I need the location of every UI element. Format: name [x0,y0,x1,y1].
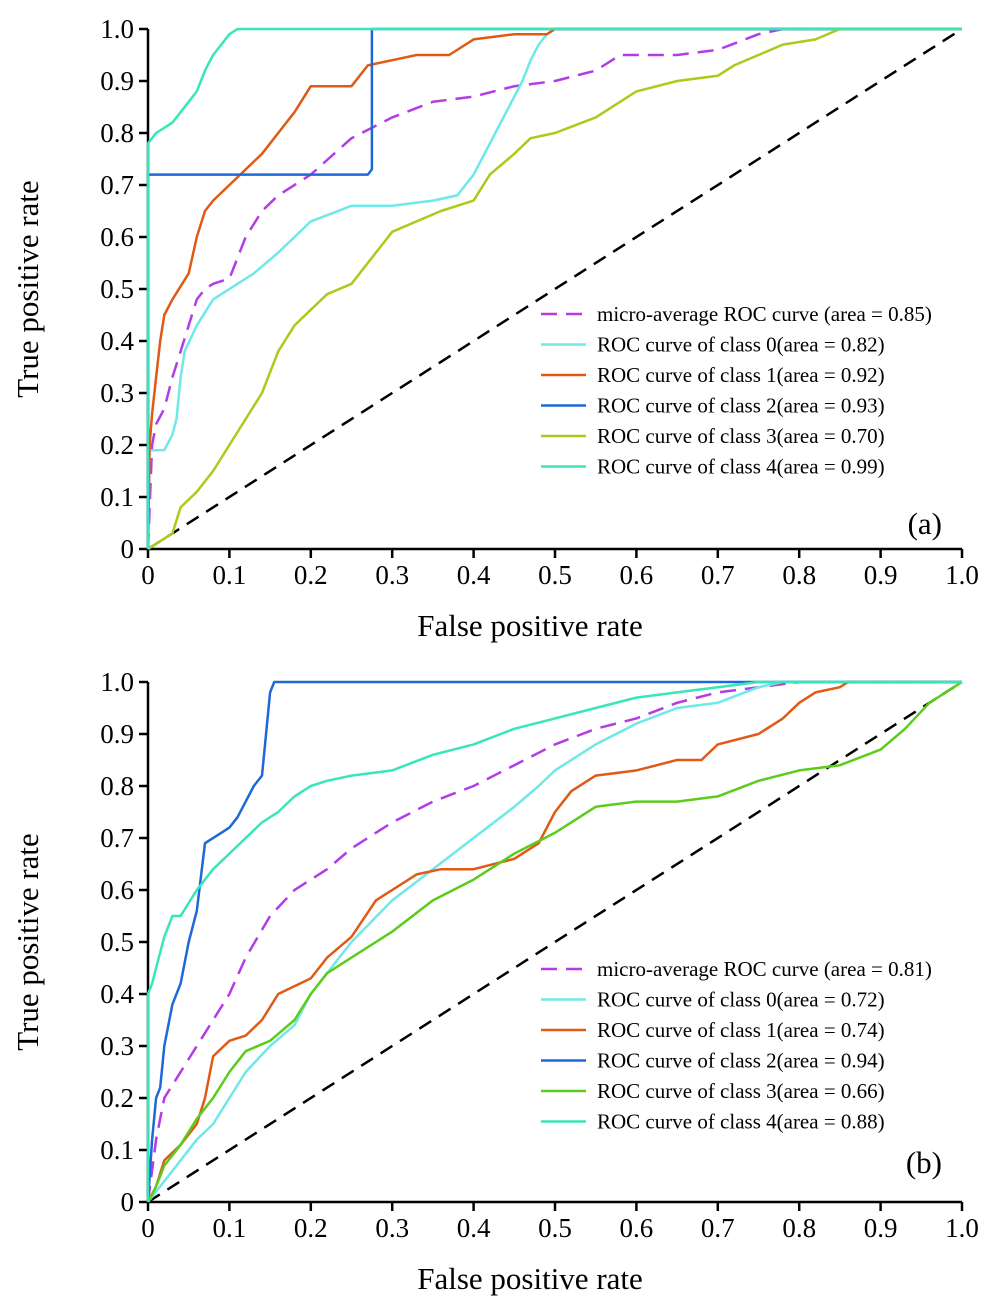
x-tick-label: 0.2 [294,560,328,590]
legend: micro-average ROC curve (area = 0.81) ROC… [541,957,932,1134]
x-tick-label: 0.1 [213,560,247,590]
legend-entry-label: ROC curve of class 0(area = 0.82) [597,333,885,357]
series-line-1 [146,27,962,550]
roc-panel-1: 0 0.1 0.2 0.3 0.4 0.5 0.6 0.7 0.8 0.9 1.0 0 0.1 0.2 0.… [10,667,979,1296]
legend-entry-label: ROC curve of class 2(area = 0.94) [597,1049,885,1073]
y-tick-label: 0.8 [100,771,134,801]
series-line-3 [146,680,962,1203]
x-axis-label: False positive rate [417,1261,643,1296]
x-tick-label: 0.6 [620,560,654,590]
x-tick-label: 0.1 [213,1213,247,1243]
legend-entry-label: ROC curve of class 0(area = 0.72) [597,988,885,1012]
y-tick-label: 1.0 [100,667,134,697]
y-tick-label: 0.6 [100,222,134,252]
x-tick-label: 0.8 [782,1213,816,1243]
x-axis-label: False positive rate [417,608,643,643]
x-tick-label: 0 [141,560,155,590]
series-line-4 [147,27,962,551]
panel-label: (b) [906,1145,942,1180]
y-axis-label: True positive rate [10,180,45,398]
x-tick-label: 0.4 [457,560,491,590]
legend-entry-label: ROC curve of class 4(area = 0.88) [597,1110,885,1134]
legend-entry-label: ROC curve of class 2(area = 0.93) [597,394,885,418]
y-tick-label: 0.9 [100,66,134,96]
legend-entry-label: micro-average ROC curve (area = 0.81) [597,957,932,981]
x-tick-label: 0.6 [620,1213,654,1243]
x-tick-label: 0.8 [782,560,816,590]
y-tick-label: 0.4 [100,979,134,1009]
legend-entry-label: micro-average ROC curve (area = 0.85) [597,302,932,326]
series-line-0 [146,680,962,1203]
x-tick-label: 0.9 [864,560,898,590]
y-axis-label: True positive rate [10,833,45,1051]
y-tick-label: 0.1 [100,482,134,512]
legend-entry-label: ROC curve of class 4(area = 0.99) [597,455,885,479]
y-tick-label: 0.7 [100,823,134,853]
y-tick-label: 0 [121,1187,135,1217]
x-tick-label: 0.2 [294,1213,328,1243]
y-tick-label: 1.0 [100,14,134,44]
y-tick-label: 0.2 [100,1083,134,1113]
x-tick-label: 0.7 [701,560,735,590]
x-tick-label: 1.0 [945,1213,979,1243]
panel-label: (a) [908,506,942,541]
legend-entry-label: ROC curve of class 3(area = 0.70) [597,424,885,448]
series-line-5 [146,27,962,549]
x-tick-label: 0.4 [457,1213,491,1243]
y-tick-label: 0.9 [100,719,134,749]
x-tick-label: 1.0 [945,560,979,590]
legend-entry-label: ROC curve of class 1(area = 0.92) [597,363,885,387]
y-tick-label: 0.5 [100,274,134,304]
y-tick-label: 0.8 [100,118,134,148]
y-tick-label: 0.3 [100,378,134,408]
y-tick-label: 0.1 [100,1135,134,1165]
y-tick-label: 0.6 [100,875,134,905]
series-line-1 [147,680,962,1203]
series-line-5 [146,680,962,1202]
legend-entry-label: ROC curve of class 1(area = 0.74) [597,1018,885,1042]
x-tick-label: 0.3 [375,1213,409,1243]
x-tick-label: 0.7 [701,1213,735,1243]
y-tick-label: 0.4 [100,326,134,356]
y-tick-label: 0.5 [100,927,134,957]
x-tick-label: 0.5 [538,1213,572,1243]
roc-panel-0: 0 0.1 0.2 0.3 0.4 0.5 0.6 0.7 0.8 0.9 1.0 0 0.1 0.2 0.… [10,14,979,643]
x-tick-label: 0.3 [375,560,409,590]
series-line-2 [146,680,962,1203]
x-tick-label: 0.9 [864,1213,898,1243]
legend: micro-average ROC curve (area = 0.85) ROC… [541,302,932,479]
y-tick-label: 0 [121,534,135,564]
series-line-2 [146,27,962,550]
y-tick-label: 0.2 [100,430,134,460]
legend-entry-label: ROC curve of class 3(area = 0.66) [597,1079,885,1103]
y-tick-label: 0.7 [100,170,134,200]
series-line-4 [146,680,963,1203]
y-tick-label: 0.3 [100,1031,134,1061]
x-tick-label: 0.5 [538,560,572,590]
x-tick-label: 0 [141,1213,155,1243]
